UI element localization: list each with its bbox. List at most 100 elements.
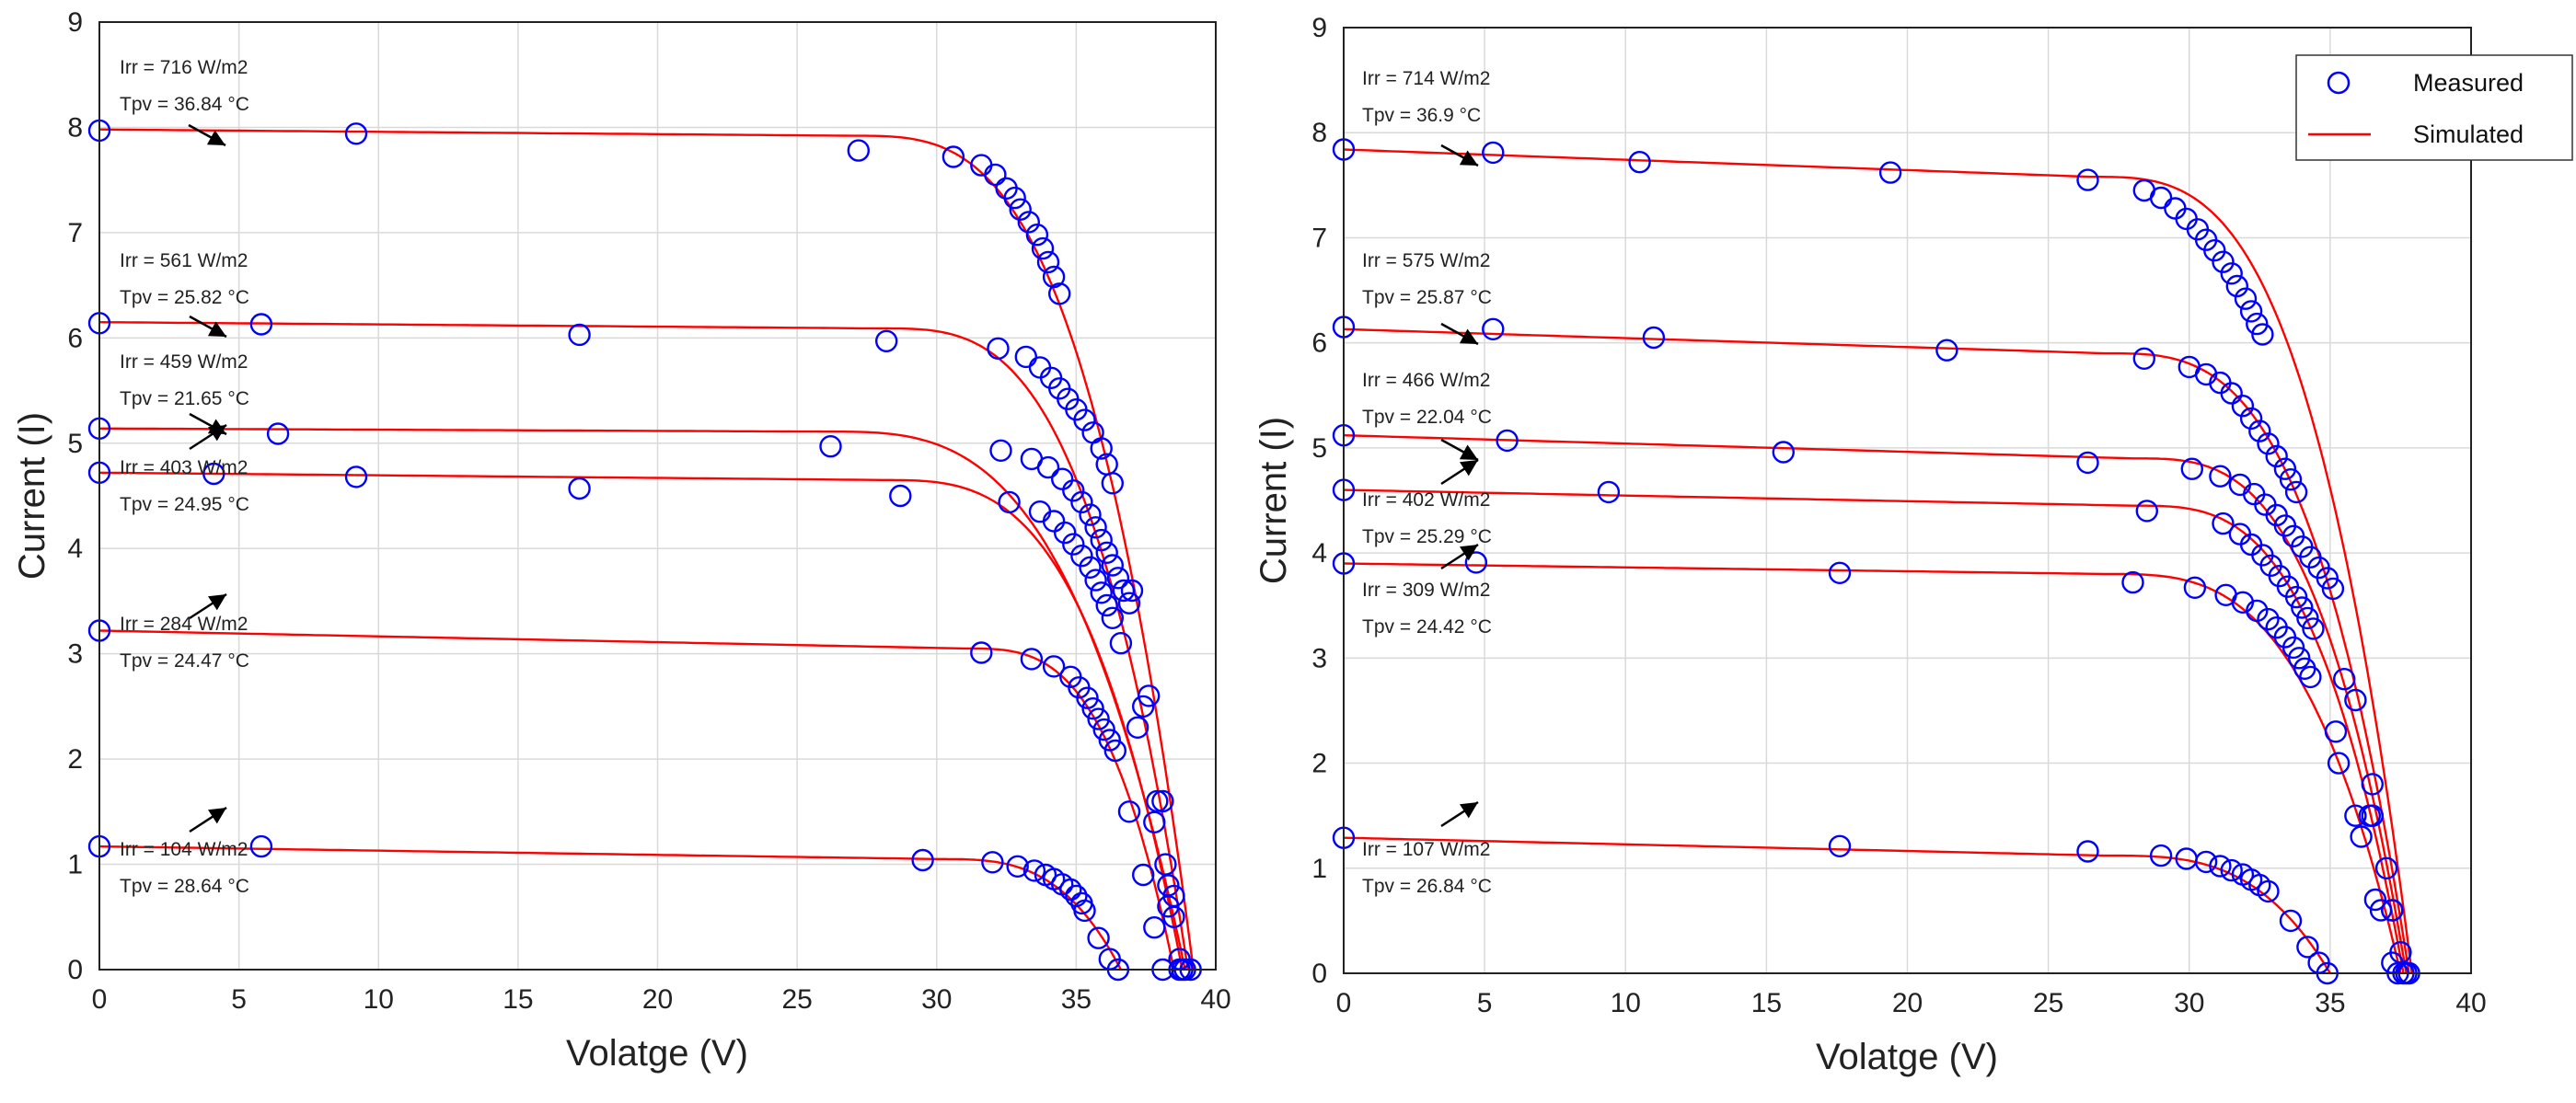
simulated-curve xyxy=(1343,836,2331,974)
measured-point xyxy=(2284,585,2308,609)
measured-point xyxy=(1101,606,1125,629)
measured-point xyxy=(1062,479,1085,502)
irradiance-label: Irr = 309 W/m2 xyxy=(1362,580,1490,601)
measured-point xyxy=(941,145,965,168)
y-tick-label: 0 xyxy=(1311,959,1327,989)
measured-point xyxy=(2164,197,2187,220)
measured-point xyxy=(847,139,870,162)
measured-point xyxy=(1131,863,1155,887)
measured-point xyxy=(2203,239,2226,262)
measured-point xyxy=(2344,688,2367,712)
measured-point xyxy=(1025,223,1049,247)
x-tick-label: 20 xyxy=(642,984,673,1015)
measured-point xyxy=(2265,444,2288,468)
measured-point xyxy=(1022,859,1046,882)
irradiance-label: Irr = 561 W/m2 xyxy=(120,250,248,271)
temperature-label: Tpv = 36.9 °C xyxy=(1362,105,1481,126)
measured-point xyxy=(2212,250,2235,273)
simulated-curve xyxy=(98,629,1175,971)
measured-point xyxy=(2316,567,2339,590)
x-tick-label: 10 xyxy=(1611,988,1641,1018)
measured-point xyxy=(2350,825,2373,848)
right-chart-panel: 0 5 10 15 20 25 30 35 40 0 1 2 3 4 5 6 7 8 9 Irr = 714 W/… xyxy=(1253,13,2573,1077)
measured-point xyxy=(2239,407,2263,431)
measured-point xyxy=(2327,752,2351,775)
measured-point xyxy=(1482,317,1505,340)
x-tick-label: 25 xyxy=(2033,988,2063,1018)
measured-point xyxy=(2284,480,2308,504)
right-curve-annotations: Irr = 714 W/m2 Tpv = 36.9 °C Irr = 575 W/m… xyxy=(1362,68,1492,897)
measured-point xyxy=(1050,467,1074,490)
measured-point xyxy=(1162,884,1185,908)
x-tick-label: 35 xyxy=(2315,988,2345,1018)
measured-point xyxy=(2299,665,2322,689)
measured-point xyxy=(1017,211,1041,234)
measured-point xyxy=(2231,395,2255,418)
measured-point xyxy=(2302,617,2325,640)
measured-point xyxy=(2257,607,2280,631)
simulated-curve xyxy=(98,128,1195,971)
measured-point xyxy=(2257,432,2280,455)
simulated-curve xyxy=(1343,148,2413,974)
left-axes-frame xyxy=(98,21,1217,971)
annotation-arrow-head xyxy=(1460,460,1478,477)
measured-point xyxy=(1081,697,1104,720)
x-tick-label: 40 xyxy=(2455,988,2486,1018)
annotation-arrow-head xyxy=(208,425,226,442)
measured-point xyxy=(1090,528,1113,552)
measured-point xyxy=(2194,850,2218,874)
measured-point xyxy=(2361,804,2385,827)
measured-point xyxy=(1828,561,1852,584)
measured-point xyxy=(2246,599,2269,623)
measured-point xyxy=(1036,455,1060,479)
y-tick-label: 4 xyxy=(67,534,83,564)
measured-point xyxy=(1628,150,1651,174)
measured-point xyxy=(1642,326,1666,350)
measured-point xyxy=(2369,899,2393,922)
measured-point xyxy=(1047,282,1071,305)
x-tick-label: 5 xyxy=(1477,988,1493,1018)
measured-point xyxy=(2212,511,2235,535)
irradiance-label: Irr = 714 W/m2 xyxy=(1362,68,1490,89)
measured-point xyxy=(1772,441,1796,464)
measured-point xyxy=(2291,596,2314,619)
measured-point xyxy=(998,490,1021,514)
irradiance-label: Irr = 466 W/m2 xyxy=(1362,370,1490,391)
y-tick-label: 4 xyxy=(1311,538,1327,569)
left-x-axis-label: Volatge (V) xyxy=(566,1033,748,1074)
measured-point xyxy=(1878,161,1902,184)
y-tick-label: 5 xyxy=(67,429,83,459)
temperature-label: Tpv = 24.95 °C xyxy=(120,494,249,515)
measured-point xyxy=(2234,287,2258,310)
left-curve-annotations: Irr = 716 W/m2 Tpv = 36.84 °C Irr = 561 W/… xyxy=(120,57,249,897)
measured-point xyxy=(1151,789,1174,813)
annotation-arrow-head xyxy=(1459,328,1478,344)
measured-point xyxy=(1006,855,1029,878)
temperature-label: Tpv = 28.64 °C xyxy=(120,876,249,897)
measured-point xyxy=(981,851,1004,874)
annotation-arrow-head xyxy=(208,594,226,611)
measured-point xyxy=(2273,457,2297,480)
measured-point xyxy=(1028,500,1052,523)
measured-point xyxy=(1597,480,1621,504)
measured-point xyxy=(2239,300,2263,323)
measured-point xyxy=(2361,773,2385,796)
measured-point xyxy=(1076,686,1099,709)
measured-point xyxy=(1070,490,1093,514)
measured-point xyxy=(1146,789,1169,813)
measured-point xyxy=(2381,899,2404,922)
measured-point xyxy=(2183,576,2207,599)
measured-point xyxy=(984,163,1007,187)
right-y-axis-label: Current (I) xyxy=(1253,417,1294,584)
measured-point xyxy=(1157,895,1180,918)
measured-point xyxy=(1079,556,1102,579)
simulated-curve xyxy=(1343,488,2405,974)
measured-point xyxy=(2248,419,2271,442)
measured-point xyxy=(1090,581,1113,604)
x-tick-label: 30 xyxy=(921,984,952,1015)
measured-point xyxy=(1028,356,1052,379)
measured-point xyxy=(2149,186,2173,210)
temperature-label: Tpv = 22.04 °C xyxy=(1362,407,1492,428)
y-tick-label: 3 xyxy=(1311,643,1327,673)
measured-point xyxy=(1003,186,1026,210)
